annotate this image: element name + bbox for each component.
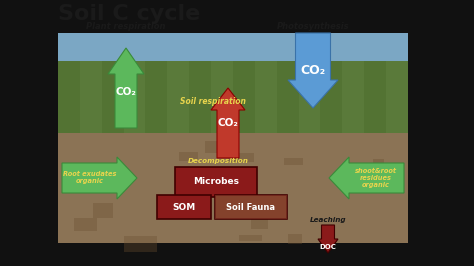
Bar <box>219 173 231 180</box>
Text: Soil C cycle: Soil C cycle <box>58 4 200 24</box>
Text: CO₂: CO₂ <box>116 87 137 97</box>
FancyBboxPatch shape <box>175 167 257 197</box>
Bar <box>102 61 124 133</box>
Bar <box>320 61 342 133</box>
Bar <box>58 133 408 243</box>
FancyArrow shape <box>288 33 338 108</box>
Bar <box>277 61 299 133</box>
Text: CO₂: CO₂ <box>218 118 238 128</box>
FancyArrow shape <box>108 48 144 128</box>
Text: Microbes: Microbes <box>193 177 239 186</box>
Bar <box>324 139 341 148</box>
Bar <box>277 155 289 164</box>
Bar <box>58 61 80 133</box>
FancyArrow shape <box>329 157 404 199</box>
Text: shoot&root
residues
organic: shoot&root residues organic <box>355 168 397 188</box>
Text: DOC: DOC <box>319 244 337 250</box>
FancyArrow shape <box>318 225 338 253</box>
Text: Soil Fauna: Soil Fauna <box>227 202 275 211</box>
Text: Soil respiration: Soil respiration <box>180 97 246 106</box>
Bar <box>58 33 408 61</box>
Bar <box>233 61 255 133</box>
Bar <box>98 198 111 205</box>
Text: CO₂: CO₂ <box>301 64 326 77</box>
FancyArrow shape <box>211 88 245 158</box>
Bar <box>58 61 408 133</box>
Bar <box>129 168 146 185</box>
FancyBboxPatch shape <box>157 195 211 219</box>
Bar <box>215 148 246 154</box>
FancyBboxPatch shape <box>215 195 287 219</box>
Bar <box>173 195 193 204</box>
Bar <box>364 61 386 133</box>
Bar <box>102 172 114 187</box>
FancyArrow shape <box>62 157 137 199</box>
Bar <box>261 167 281 175</box>
Bar <box>267 220 295 228</box>
Text: SOM: SOM <box>173 202 196 211</box>
Text: Plant respiration: Plant respiration <box>86 22 166 31</box>
FancyBboxPatch shape <box>215 195 287 219</box>
Text: Leaching: Leaching <box>310 217 346 223</box>
Bar <box>206 193 233 210</box>
Bar <box>146 61 167 133</box>
Text: Photosynthesis: Photosynthesis <box>277 22 349 31</box>
Bar <box>189 61 211 133</box>
Text: Decomposition: Decomposition <box>188 158 248 164</box>
Text: Root exudates
organic: Root exudates organic <box>63 172 117 185</box>
Bar <box>201 158 215 174</box>
